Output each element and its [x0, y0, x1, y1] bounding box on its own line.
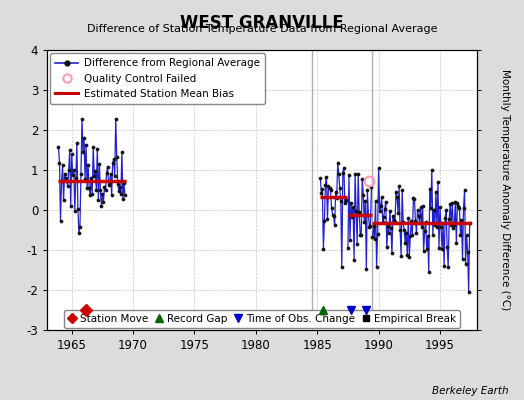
Text: WEST GRANVILLE: WEST GRANVILLE: [180, 14, 344, 32]
Legend: Station Move, Record Gap, Time of Obs. Change, Empirical Break: Station Move, Record Gap, Time of Obs. C…: [63, 310, 461, 328]
Text: Difference of Station Temperature Data from Regional Average: Difference of Station Temperature Data f…: [87, 24, 437, 34]
Text: Berkeley Earth: Berkeley Earth: [432, 386, 508, 396]
Y-axis label: Monthly Temperature Anomaly Difference (°C): Monthly Temperature Anomaly Difference (…: [500, 69, 510, 311]
